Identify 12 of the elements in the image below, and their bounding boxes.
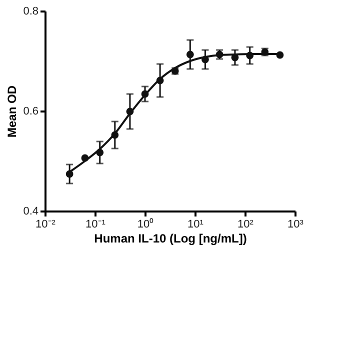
x-axis-title: Human IL-10 (Log [ng/mL]) xyxy=(94,232,247,246)
x-tick-label: 10⁻¹ xyxy=(86,218,106,230)
x-tick-label: 10¹ xyxy=(188,218,204,230)
y-tick-label: 0.8 xyxy=(23,6,38,18)
y-tick-label: 0.6 xyxy=(23,106,38,118)
y-axis-title: Mean OD xyxy=(5,85,20,138)
x-tick-label: 10⁻² xyxy=(36,218,56,230)
point xyxy=(186,50,194,58)
x-tick-label: 10⁰ xyxy=(137,218,154,230)
y-tick-label: 0.4 xyxy=(23,206,38,218)
x-tick-label: 10² xyxy=(238,218,254,230)
x-tick-label: 10³ xyxy=(288,218,304,230)
